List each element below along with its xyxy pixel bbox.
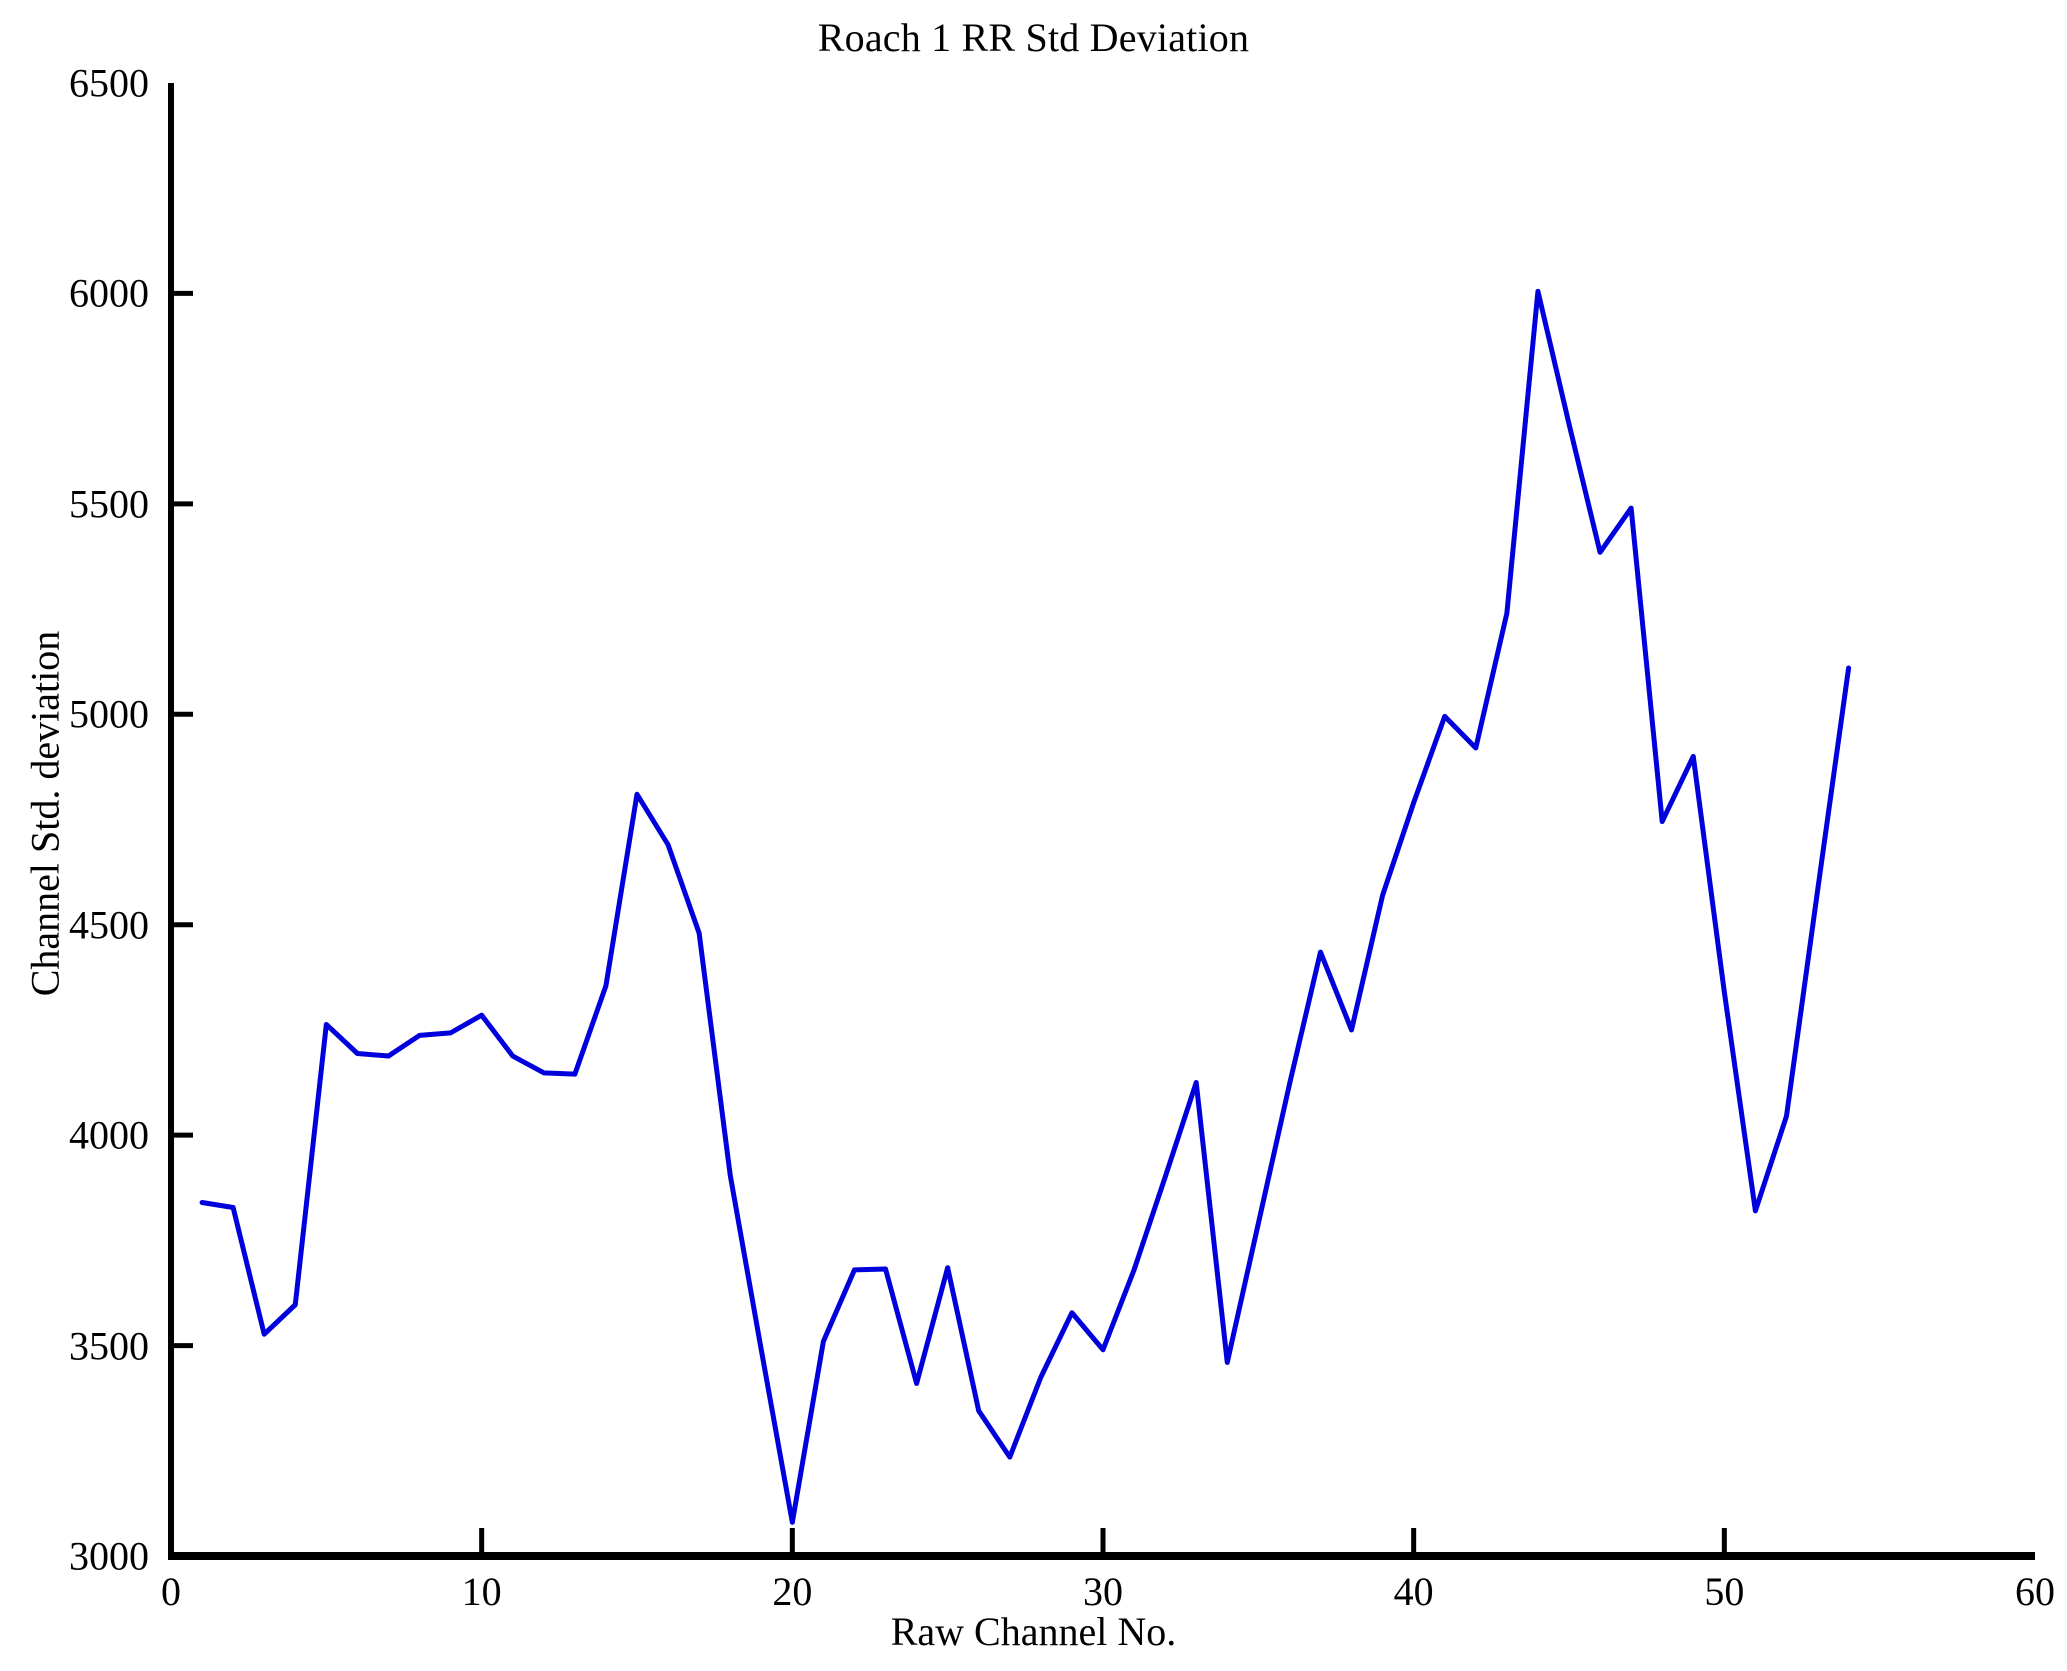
plot-axes — [168, 83, 2035, 1560]
x-tick-label: 10 — [461, 1569, 502, 1614]
y-axis-label: Channel Std. deviation — [22, 630, 68, 997]
x-tick-label: 0 — [161, 1569, 181, 1614]
y-tick-label: 5500 — [69, 481, 149, 527]
y-tick-label: 6000 — [69, 270, 149, 316]
y-axis-ticks — [171, 290, 193, 1349]
chart-title: Roach 1 RR Std Deviation — [817, 15, 1250, 60]
x-tick-label: 60 — [2015, 1569, 2055, 1614]
y-tick-label: 4500 — [69, 902, 149, 948]
x-tick-label: 30 — [1083, 1569, 1123, 1614]
x-tick-label: 40 — [1393, 1569, 1434, 1614]
x-axis-ticks — [479, 1528, 1727, 1556]
y-tick-label: 3500 — [69, 1323, 149, 1369]
y-tick-label: 6500 — [69, 60, 149, 106]
y-tick-label: 3000 — [69, 1533, 149, 1579]
x-tick-label: 50 — [1704, 1569, 1745, 1614]
data-series-line — [199, 288, 1852, 1525]
x-axis-label: Raw Channel No. — [890, 1609, 1177, 1654]
x-tick-label: 20 — [772, 1569, 813, 1614]
y-tick-label: 4000 — [69, 1112, 149, 1158]
y-tick-label: 5000 — [69, 691, 149, 737]
